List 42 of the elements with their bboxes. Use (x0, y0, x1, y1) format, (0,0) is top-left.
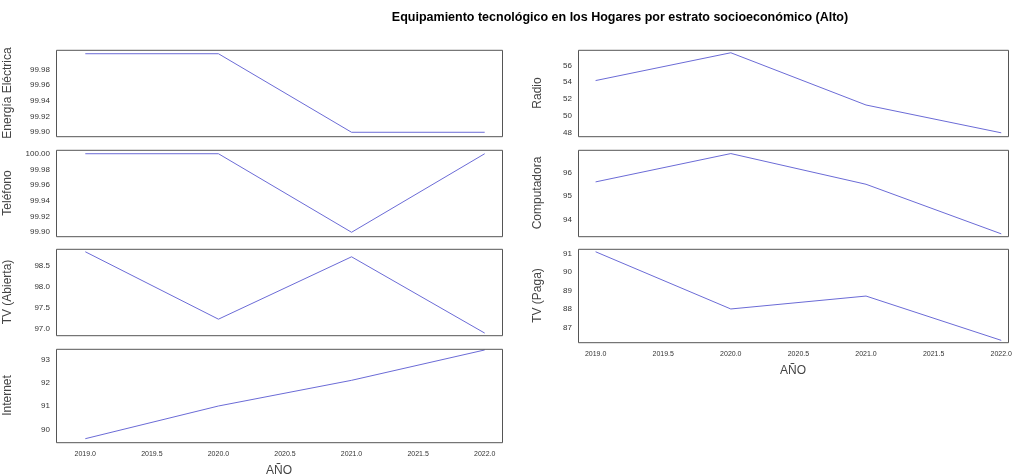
y-tick-label: 99.96 (29, 179, 51, 189)
y-tick-label: 98.0 (34, 281, 51, 291)
y-tick-label: 48 (563, 128, 573, 138)
y-axis-title: TV (Abierta) (0, 259, 14, 325)
y-tick-label: 91 (41, 400, 51, 410)
x-axis-title: AÑO (265, 462, 293, 476)
y-tick-label: 99.94 (29, 195, 51, 205)
y-axis-title: Teléfono (0, 169, 14, 216)
y-axis-title: Energía Eléctrica (0, 46, 14, 139)
y-axis-title: Computadora (529, 155, 544, 229)
y-tick-label: 89 (563, 285, 573, 295)
y-tick-label: 92 (41, 377, 51, 387)
y-tick-label: 96 (563, 167, 573, 177)
y-tick-label: 99.96 (29, 80, 51, 90)
y-tick-label: 99.92 (29, 211, 51, 221)
y-tick-label: 95 (563, 190, 573, 200)
y-tick-label: 90 (563, 267, 573, 277)
y-tick-label: 52 (563, 94, 573, 104)
y-tick-label: 90 (41, 424, 51, 434)
y-tick-label: 97.0 (34, 324, 51, 334)
y-tick-label: 87 (563, 322, 573, 332)
y-tick-label: 91 (563, 248, 573, 258)
y-tick-label: 88 (563, 304, 573, 314)
y-tick-label: 99.98 (29, 164, 51, 174)
y-axis-title: TV (Paga) (529, 268, 544, 323)
y-tick-label: 99.94 (29, 96, 51, 106)
text: Equipamiento tecnológico en los Hogares por estrato socioeconómico (Alto) (390, 10, 850, 24)
y-axis-title: Radio (529, 77, 544, 109)
y-tick-label: 56 (563, 60, 573, 70)
y-tick-label: 98.5 (34, 260, 51, 270)
y-tick-label: 97.5 (34, 303, 51, 313)
x-axis-title: AÑO (779, 363, 807, 378)
y-tick-label: 94 (563, 214, 573, 224)
y-tick-label: 99.90 (29, 127, 51, 137)
y-axis-title: Internet (0, 373, 14, 416)
y-tick-label: 93 (41, 354, 51, 364)
y-tick-label: 99.98 (29, 64, 51, 74)
y-tick-label: 54 (563, 77, 573, 87)
y-tick-label: 50 (563, 111, 573, 121)
y-tick-label: 99.92 (29, 111, 51, 121)
y-tick-label: 99.90 (29, 226, 51, 236)
y-tick-label: 100.00 (25, 148, 51, 158)
